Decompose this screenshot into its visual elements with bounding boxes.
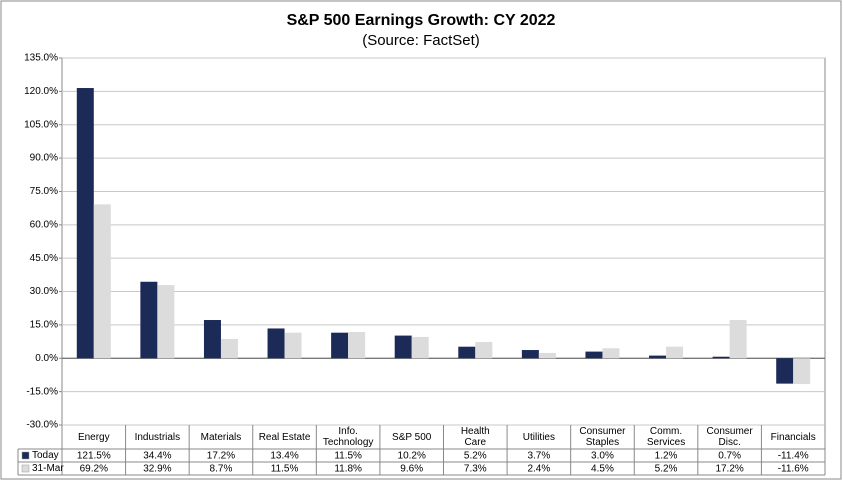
- chart-subtitle: (Source: FactSet): [362, 32, 480, 49]
- y-tick-label: -30.0%: [26, 420, 58, 431]
- chart-title: S&P 500 Earnings Growth: CY 2022: [287, 12, 556, 29]
- bar: [538, 352, 556, 359]
- y-tick-label: 45.0%: [30, 253, 58, 264]
- table-value: 8.7%: [210, 464, 233, 475]
- bar: [93, 204, 111, 359]
- table-value: 11.5%: [271, 464, 299, 475]
- bar: [521, 350, 539, 359]
- table-value: 34.4%: [143, 451, 171, 462]
- x-tick-label: Health Care: [460, 426, 490, 448]
- y-tick-label: 105.0%: [24, 119, 58, 130]
- bar: [666, 346, 684, 359]
- table-value: 69.2%: [80, 464, 108, 475]
- y-tick-label: 90.0%: [30, 153, 58, 164]
- x-tick-label: Financials: [770, 431, 816, 443]
- table-value: 9.6%: [400, 464, 423, 475]
- bar: [203, 320, 221, 359]
- y-tick-label: 75.0%: [30, 186, 58, 197]
- table-value: 17.2%: [715, 464, 743, 475]
- table-value: 4.5%: [591, 464, 614, 475]
- bar: [140, 281, 158, 359]
- x-tick-label: Industrials: [134, 431, 181, 443]
- table-value: 3.0%: [591, 451, 614, 462]
- bar: [411, 336, 429, 359]
- x-tick-label: S&P 500: [392, 431, 432, 443]
- table-value: 7.3%: [464, 464, 487, 475]
- table-value: 10.2%: [398, 451, 426, 462]
- y-tick-label: 135.0%: [24, 53, 58, 64]
- y-tick-label: 120.0%: [24, 86, 58, 97]
- table-value: 13.4%: [270, 451, 298, 462]
- x-tick-label: Consumer Staples: [579, 426, 626, 448]
- bar: [394, 335, 412, 359]
- bar: [458, 346, 476, 359]
- legend-label: 31-Mar: [32, 463, 64, 474]
- bar: [649, 355, 667, 359]
- bar: [76, 88, 94, 359]
- y-tick-label: 15.0%: [30, 320, 58, 331]
- bar: [348, 332, 366, 359]
- bar: [712, 356, 730, 359]
- y-tick-label: 60.0%: [30, 219, 58, 230]
- table-value: -11.6%: [778, 464, 809, 475]
- bar: [585, 351, 603, 359]
- bar: [729, 320, 747, 359]
- table-value: 0.7%: [718, 451, 741, 462]
- bar: [793, 358, 811, 385]
- bar: [157, 285, 175, 359]
- y-tick-label: 30.0%: [30, 286, 58, 297]
- bar: [331, 332, 349, 359]
- table-value: 1.2%: [655, 451, 678, 462]
- bar: [267, 328, 285, 359]
- x-tick-label: Info. Technology: [322, 426, 374, 448]
- bar: [220, 338, 238, 359]
- table-value: 5.2%: [655, 464, 678, 475]
- legend-label: Today: [32, 450, 59, 461]
- legend-swatch: [21, 451, 30, 460]
- x-tick-label: Materials: [200, 431, 242, 443]
- bar: [776, 358, 794, 384]
- table-value: 32.9%: [143, 464, 171, 475]
- x-tick-label: Energy: [77, 431, 110, 443]
- table-value: 5.2%: [464, 451, 487, 462]
- table-value: -11.4%: [778, 451, 809, 462]
- bar: [602, 348, 620, 359]
- table-value: 121.5%: [77, 451, 111, 462]
- bar: [284, 332, 302, 359]
- legend-swatch: [21, 464, 30, 473]
- bar: [475, 342, 493, 359]
- y-tick-label: 0.0%: [35, 353, 58, 364]
- x-tick-label: Comm. Services: [646, 426, 686, 448]
- table-value: 17.2%: [207, 451, 235, 462]
- table-value: 11.8%: [334, 464, 362, 475]
- table-value: 3.7%: [527, 451, 550, 462]
- x-tick-label: Utilities: [522, 431, 555, 443]
- x-tick-label: Real Estate: [258, 431, 311, 443]
- x-tick-label: Consumer Disc.: [706, 426, 753, 448]
- table-value: 11.5%: [334, 451, 362, 462]
- table-value: 2.4%: [527, 464, 550, 475]
- y-tick-label: -15.0%: [26, 386, 58, 397]
